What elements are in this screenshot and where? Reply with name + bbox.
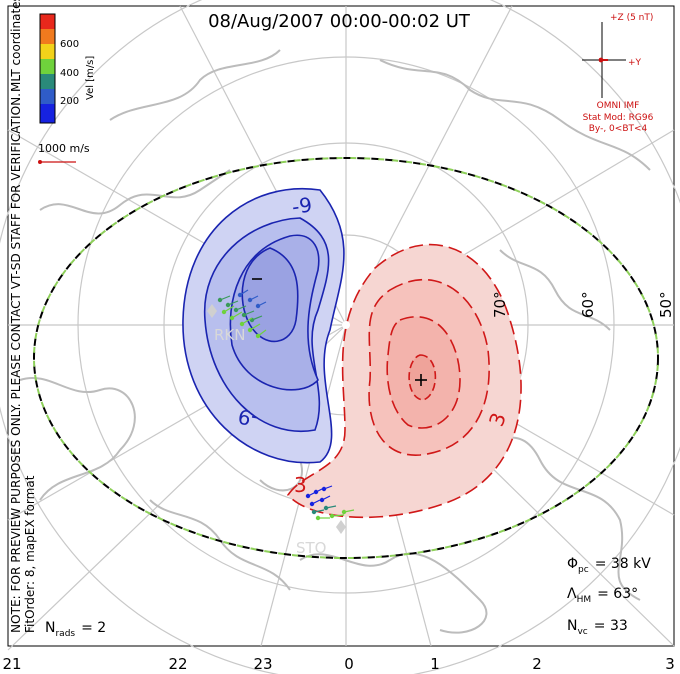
stat-n-rads: Nrads = 2 bbox=[45, 620, 106, 639]
svg-text:Φpc= 38 kV: Φpc = 38 kV bbox=[567, 556, 651, 575]
fit-order-note: FitOrder: 8, mapEX format bbox=[23, 475, 37, 633]
colorbar-label: Vel [m/s] bbox=[85, 56, 96, 100]
latitude-label-70: 70° bbox=[491, 291, 509, 318]
imf-dial bbox=[582, 22, 626, 98]
mlt-tick-23: 23 bbox=[253, 655, 272, 673]
imf-stat-mod: Stat Mod: RG96 bbox=[583, 113, 654, 123]
colorbar-tick-400: 400 bbox=[60, 68, 79, 79]
station-label-sto: STO bbox=[296, 539, 327, 557]
positive-potential-cell bbox=[286, 243, 522, 519]
plot-frame bbox=[7, 5, 675, 647]
mlt-tick-22: 22 bbox=[168, 655, 187, 673]
svg-text:Nrads= 2: Nrads = 2 bbox=[45, 620, 106, 639]
mlt-tick-2: 2 bbox=[532, 655, 542, 673]
vector-scale-dot bbox=[38, 160, 42, 164]
positive-contour-label-bottom: 3 bbox=[294, 473, 307, 497]
imf-plus-z: +Z (5 nT) bbox=[610, 13, 653, 23]
colorbar-tick-200: 200 bbox=[60, 96, 79, 107]
pole-marker bbox=[342, 321, 350, 329]
imf-source: OMNI IMF bbox=[597, 101, 640, 111]
stat-phi-pc: Φpc = 38 kV bbox=[567, 556, 651, 575]
negative-potential-cell bbox=[182, 188, 345, 464]
mlt-tick-0: 0 bbox=[344, 655, 354, 673]
station-rkn bbox=[207, 304, 217, 318]
latitude-label-50: 50° bbox=[657, 291, 675, 318]
mlt-tick-3: 3 bbox=[665, 655, 675, 673]
stat-lambda-hm: ΛHM = 63° bbox=[567, 586, 638, 605]
coord-label: MLT coordinates bbox=[9, 0, 23, 92]
mlt-axis: 21 22 23 0 1 2 3 bbox=[2, 655, 674, 673]
velocity-vectors-rkn bbox=[217, 289, 267, 339]
station-label-rkn: RKN bbox=[214, 326, 245, 344]
negative-contour-label-bottom: -9 bbox=[236, 404, 260, 431]
hm-boundary bbox=[33, 157, 659, 559]
svg-text:Nvc= 33: Nvc = 33 bbox=[567, 618, 628, 637]
velocity-colorbar bbox=[39, 13, 56, 124]
mlt-tick-1: 1 bbox=[430, 655, 440, 673]
vector-scale-label: 1000 m/s bbox=[38, 142, 90, 155]
mlt-tick-21: 21 bbox=[2, 655, 21, 673]
latitude-label-60: 60° bbox=[579, 291, 597, 318]
colorbar-tick-600: 600 bbox=[60, 39, 79, 50]
station-sto bbox=[336, 520, 346, 534]
negative-contour-label-top: -9 bbox=[290, 192, 313, 219]
velocity-vectors-sto bbox=[305, 485, 355, 521]
plot-title: 08/Aug/2007 00:00-00:02 UT bbox=[208, 11, 471, 32]
stat-n-vc: Nvc = 33 bbox=[567, 618, 628, 637]
imf-condition: By-, 0<BT<4 bbox=[589, 124, 648, 134]
imf-plus-y: +Y bbox=[628, 58, 642, 68]
svg-text:ΛHM= 63°: ΛHM = 63° bbox=[567, 586, 638, 605]
preview-note: NOTE: FOR PREVIEW PURPOSES ONLY. PLEASE … bbox=[9, 93, 23, 633]
